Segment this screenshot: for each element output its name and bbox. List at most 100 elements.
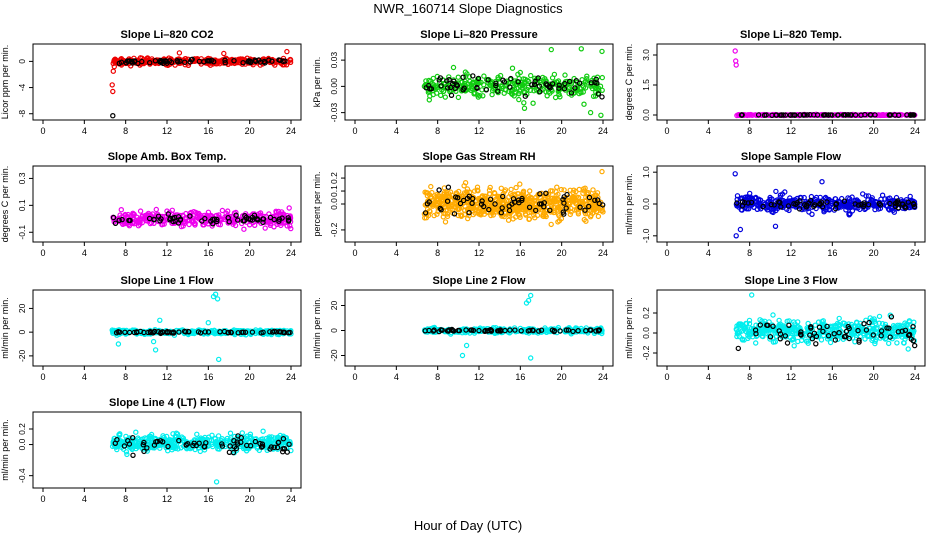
data-point-all	[150, 338, 157, 345]
data-point-all	[115, 341, 122, 347]
data-point-all	[482, 193, 488, 199]
data-point-hourly	[586, 194, 593, 201]
data-point-all	[146, 441, 152, 447]
x-tick-label: 20	[557, 126, 567, 136]
data-point-hourly	[235, 330, 241, 336]
x-tick-label: 12	[786, 248, 796, 258]
data-point-hourly	[773, 112, 779, 118]
data-point-all	[593, 192, 599, 198]
data-point-hourly	[563, 205, 569, 211]
data-point-all	[112, 58, 118, 65]
data-point-hourly	[158, 329, 164, 336]
data-point-hourly	[840, 112, 847, 118]
data-point-all	[446, 74, 452, 80]
data-point-all	[773, 188, 779, 195]
data-point-all	[442, 94, 448, 100]
data-point-all	[278, 222, 284, 229]
data-point-hourly	[181, 59, 188, 65]
data-point-hourly	[170, 215, 176, 221]
data-point-all	[164, 208, 170, 214]
data-point-hourly	[748, 199, 755, 206]
data-point-all	[562, 72, 568, 78]
data-point-hourly	[776, 328, 782, 334]
data-point-hourly	[911, 203, 918, 210]
data-point-all	[741, 324, 747, 330]
data-point-hourly	[500, 77, 506, 83]
data-point-all	[777, 192, 784, 198]
data-point-all	[430, 197, 436, 203]
data-point-hourly	[125, 58, 132, 65]
data-point-hourly	[825, 333, 832, 339]
data-point-all	[865, 193, 872, 199]
data-point-all	[237, 60, 244, 66]
x-tick-label: 4	[82, 372, 87, 382]
data-point-hourly	[234, 439, 240, 445]
data-point-hourly	[842, 112, 849, 118]
data-point-all	[508, 186, 514, 193]
data-point-hourly	[886, 112, 893, 118]
data-point-all	[472, 210, 478, 216]
data-point-hourly	[599, 94, 605, 100]
data-point-all	[532, 75, 538, 82]
x-tick-label: 16	[515, 372, 525, 382]
data-point-hourly	[856, 337, 862, 343]
data-point-all	[190, 218, 197, 225]
data-point-all	[770, 209, 776, 216]
data-point-all	[525, 84, 532, 90]
data-point-all	[556, 212, 562, 219]
data-point-all	[214, 296, 221, 302]
data-point-all	[815, 319, 822, 325]
data-point-hourly	[176, 437, 182, 444]
x-tick-label: 4	[82, 494, 87, 504]
data-point-hourly	[734, 200, 740, 206]
data-point-all	[776, 317, 782, 324]
data-point-all	[590, 206, 597, 213]
data-point-hourly	[176, 329, 182, 335]
data-point-all	[182, 216, 189, 222]
data-point-hourly	[267, 329, 273, 335]
data-point-hourly	[536, 83, 543, 89]
data-point-hourly	[538, 327, 545, 333]
data-point-hourly	[445, 184, 452, 190]
data-point-all	[499, 83, 505, 90]
data-point-all	[545, 207, 551, 214]
panel-title: Slope Li–820 Pressure	[420, 29, 537, 41]
data-point-hourly	[463, 327, 469, 333]
data-point-all	[183, 210, 189, 217]
data-point-hourly	[202, 329, 208, 335]
y-axis-label: ml/min per min.	[624, 297, 634, 359]
data-point-hourly	[428, 86, 435, 92]
y-tick-label: 0	[17, 59, 27, 64]
data-point-hourly	[761, 112, 768, 118]
y-axis-label: ml/min per min.	[624, 173, 634, 235]
data-point-all	[129, 445, 135, 451]
data-point-all	[595, 213, 602, 220]
panel-title: Slope Sample Flow	[741, 151, 842, 163]
data-point-hourly	[856, 339, 862, 345]
data-point-hourly	[568, 90, 575, 96]
data-point-hourly	[474, 84, 480, 91]
data-point-all	[573, 196, 579, 203]
data-point-hourly	[430, 328, 437, 334]
data-point-all	[111, 63, 118, 70]
data-point-hourly	[556, 82, 562, 88]
x-tick-label: 0	[40, 494, 45, 504]
data-point-hourly	[817, 201, 823, 207]
data-point-hourly	[498, 209, 504, 216]
data-point-hourly	[831, 331, 837, 337]
data-point-all	[733, 62, 739, 68]
x-tick-label: 20	[869, 126, 879, 136]
data-point-all	[571, 187, 577, 193]
x-tick-label: 16	[827, 248, 837, 258]
data-point-all	[864, 333, 871, 339]
data-point-hourly	[507, 327, 513, 333]
data-point-hourly	[135, 60, 141, 67]
data-point-hourly	[275, 439, 281, 446]
data-point-hourly	[824, 199, 830, 205]
data-point-all	[509, 65, 516, 71]
data-point-all	[243, 437, 250, 443]
data-point-all	[521, 105, 528, 112]
x-tick-label: 24	[598, 372, 608, 382]
data-point-hourly	[226, 218, 232, 225]
